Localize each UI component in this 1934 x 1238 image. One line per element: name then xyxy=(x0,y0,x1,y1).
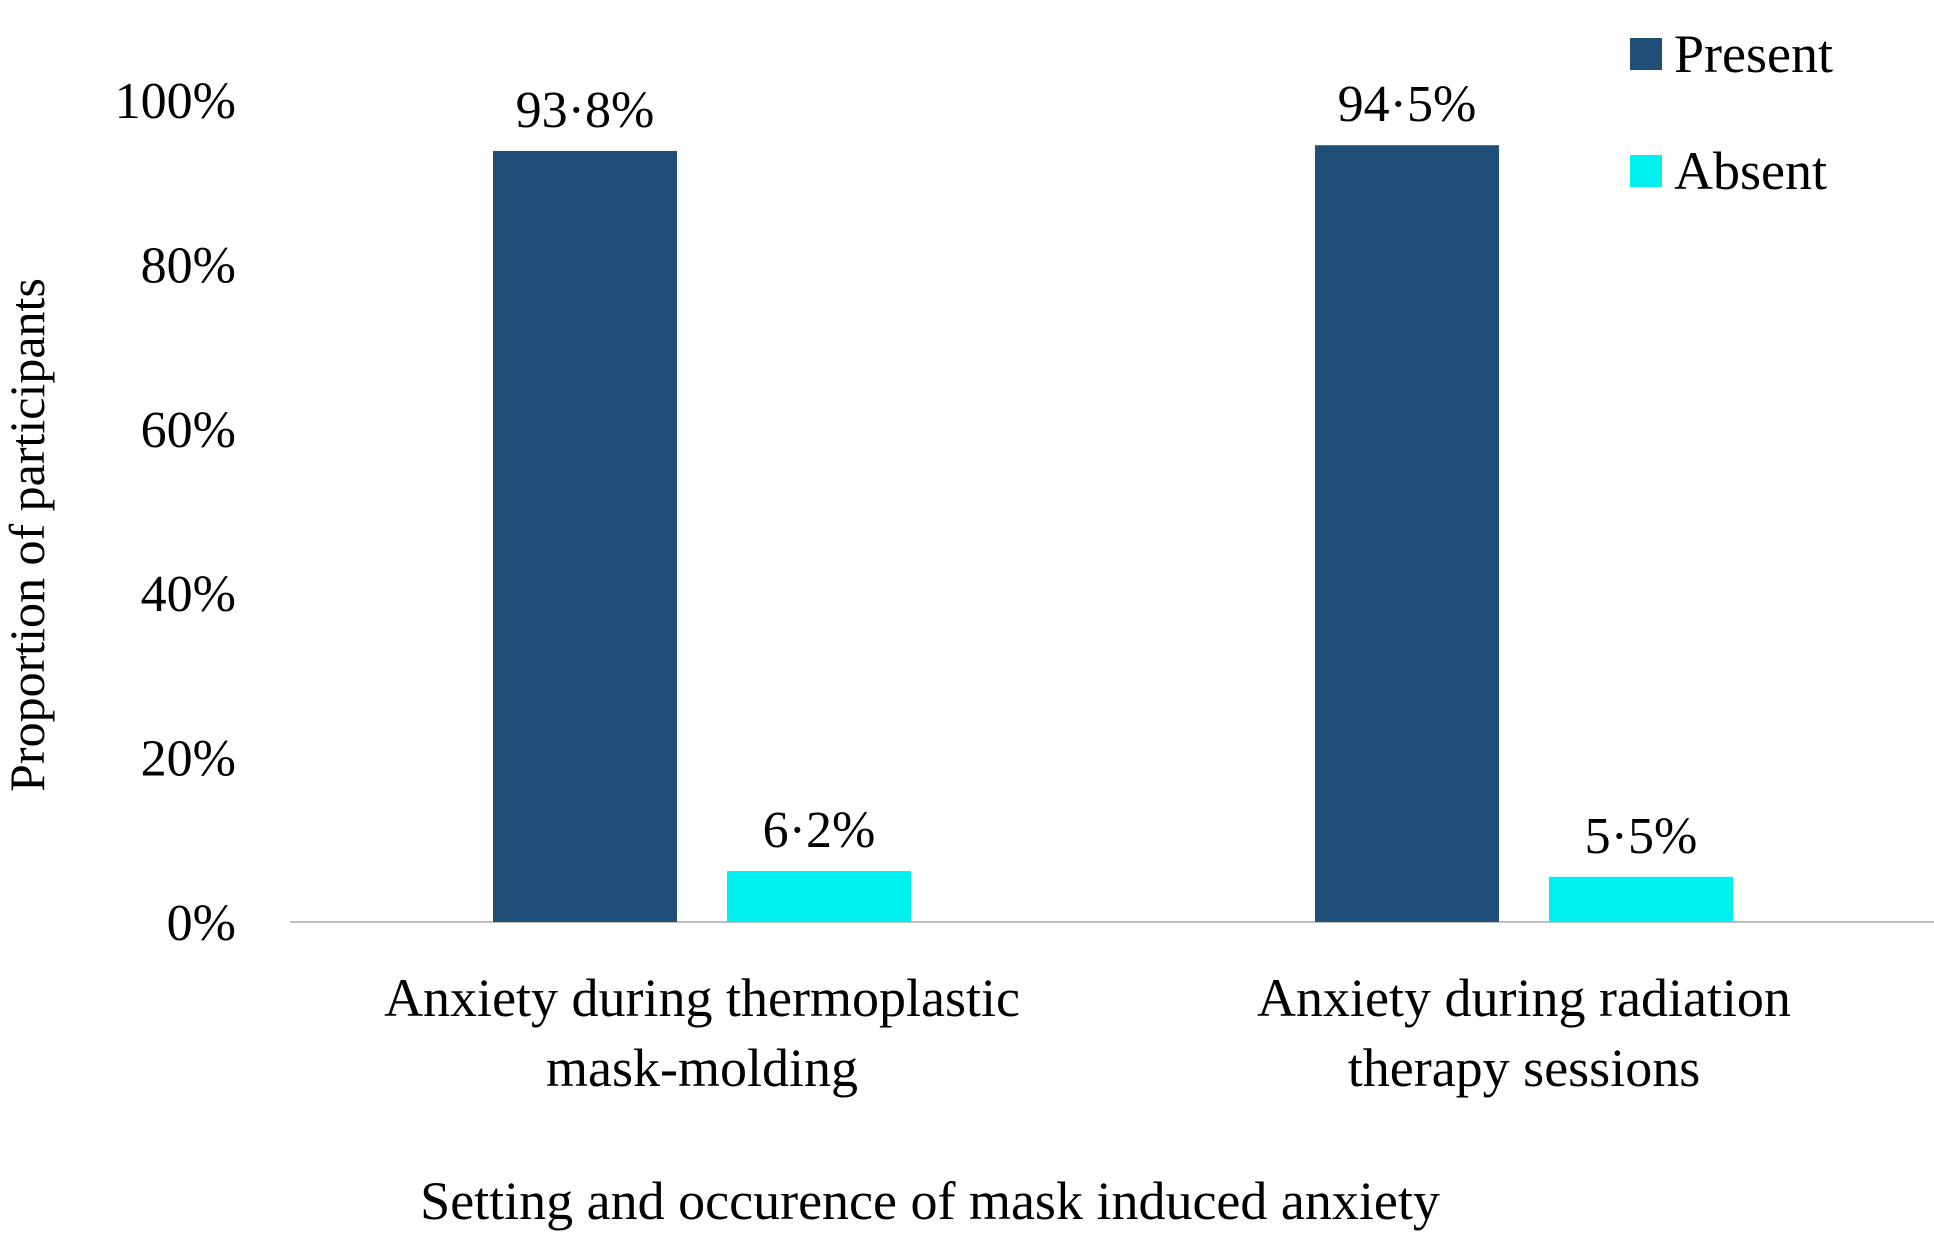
x-axis-label: Setting and occurence of mask induced an… xyxy=(420,1171,1440,1231)
data-label: 94·5% xyxy=(1338,76,1477,133)
legend-swatch-present xyxy=(1630,38,1662,70)
data-label: 5·5% xyxy=(1585,808,1698,865)
y-tick-label: 40% xyxy=(141,566,236,623)
bar-present-1 xyxy=(493,150,677,923)
data-label: 6·2% xyxy=(763,802,876,859)
legend-label-present: Present xyxy=(1674,24,1833,84)
bar-absent-2 xyxy=(1549,876,1733,922)
y-tick-label: 0% xyxy=(167,895,236,952)
y-tick-label: 80% xyxy=(141,237,236,294)
data-label: 93·8% xyxy=(516,82,655,139)
x-tick-label: Anxiety during thermoplastic mask-molding xyxy=(384,968,1020,1098)
legend-swatch-absent xyxy=(1630,155,1662,187)
plot-area: 0% 20% 40% 60% 80% 100% 93·8% 94·5% 6·2% 5·5% Anxi… xyxy=(115,73,1934,1098)
bar-absent-1 xyxy=(727,871,911,922)
y-tick-label: 100% xyxy=(115,73,236,130)
y-tick-label: 60% xyxy=(141,402,236,459)
legend: Present Absent xyxy=(1630,24,1833,201)
bar-present-2 xyxy=(1315,145,1499,922)
legend-label-absent: Absent xyxy=(1674,141,1827,201)
x-tick-label: Anxiety during radiation therapy sessions xyxy=(1257,968,1791,1098)
y-axis-label: Proportion of participants xyxy=(0,278,55,792)
y-tick-label: 20% xyxy=(141,731,236,788)
